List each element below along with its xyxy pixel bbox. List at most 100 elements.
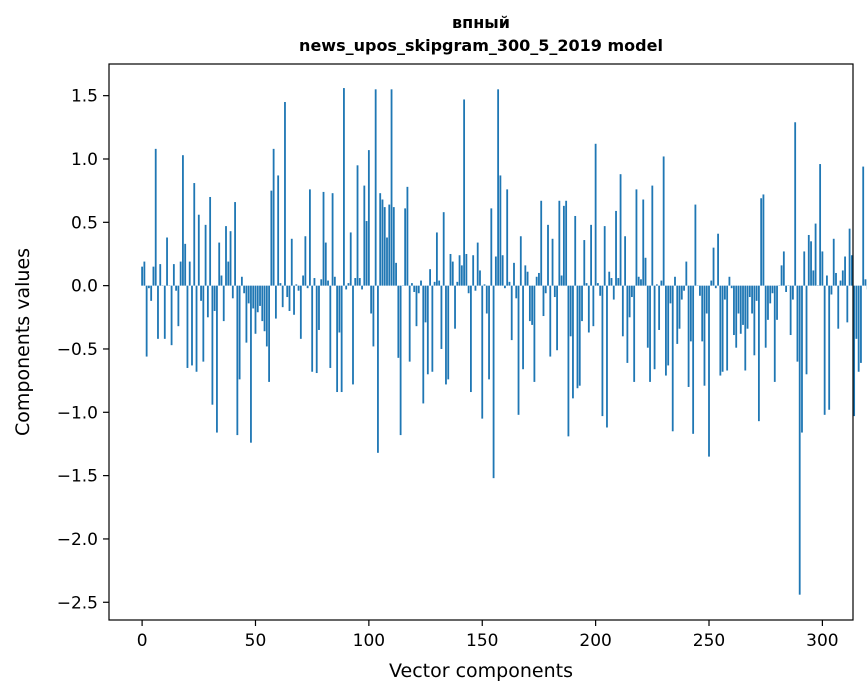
bar [332,193,334,285]
bar [345,286,347,290]
bar [413,286,415,292]
bar [595,144,597,286]
bar [631,286,633,297]
bar [382,200,384,286]
bar [434,282,436,286]
bar [379,193,381,285]
bar [418,286,420,294]
bar [420,281,422,286]
bar [670,286,672,304]
bar [608,272,610,286]
bar [255,286,257,334]
bar [772,286,774,294]
bar [570,286,572,337]
bar [586,283,588,286]
bar [386,238,388,286]
bar [518,286,520,415]
bar [422,286,424,404]
bar [400,286,402,435]
bar [388,205,390,286]
bar [377,286,379,453]
bar [304,236,306,285]
bar [642,200,644,286]
bar [581,286,583,321]
bar [368,150,370,286]
bar [189,262,191,286]
bar [690,286,692,342]
bar [359,278,361,286]
bar [549,286,551,357]
bar [665,286,667,376]
bar [230,231,232,285]
bar [552,239,554,286]
bar [810,241,812,285]
bar [572,286,574,399]
bar [524,265,526,285]
bar [463,99,465,285]
bar [801,286,803,433]
bar [225,226,227,286]
bar [198,215,200,286]
bar [459,255,461,285]
bar [858,286,860,372]
bar [629,286,631,318]
bar [599,286,601,296]
bar [148,286,150,289]
bar [286,286,288,297]
bar [327,281,329,286]
bar [472,255,474,285]
bar [821,251,823,285]
bar [280,283,282,286]
bar [640,279,642,285]
bar [527,272,529,286]
bar [574,216,576,286]
bar [828,286,830,410]
bar [441,286,443,349]
bar [545,286,547,294]
bar [207,286,209,318]
bar [615,211,617,286]
y-tick-label: −2.0 [57,530,98,550]
bar [540,201,542,286]
bar [490,208,492,285]
bar [409,286,411,362]
bar [620,174,622,285]
bar [613,286,615,300]
bar [722,286,724,372]
bar [499,175,501,285]
bar [465,254,467,286]
bar [733,286,735,335]
bar [520,236,522,285]
bar [792,286,794,300]
bar [597,283,599,286]
bar [205,225,207,286]
bar [259,286,261,306]
bar [357,165,359,285]
x-tick-label: 150 [466,631,498,651]
chart-title-line2: news_upos_skipgram_300_5_2019 model [299,36,663,55]
x-tick-label: 300 [806,631,838,651]
bar [488,286,490,380]
bar [341,286,343,392]
bar [826,276,828,286]
y-tick-label: −1.5 [57,467,98,487]
bar [797,286,799,362]
bar [803,251,805,285]
bar [302,276,304,286]
bar [246,286,248,343]
bar [495,257,497,286]
bar [404,208,406,285]
bar [173,264,175,286]
bar [221,276,223,286]
bar [166,238,168,286]
bar [200,286,202,301]
bar [651,186,653,286]
bar [849,229,851,286]
bar [479,270,481,285]
bar [429,269,431,285]
bar [753,286,755,356]
bar [590,225,592,286]
bar [180,262,182,286]
bar [506,189,508,285]
bar [658,286,660,330]
